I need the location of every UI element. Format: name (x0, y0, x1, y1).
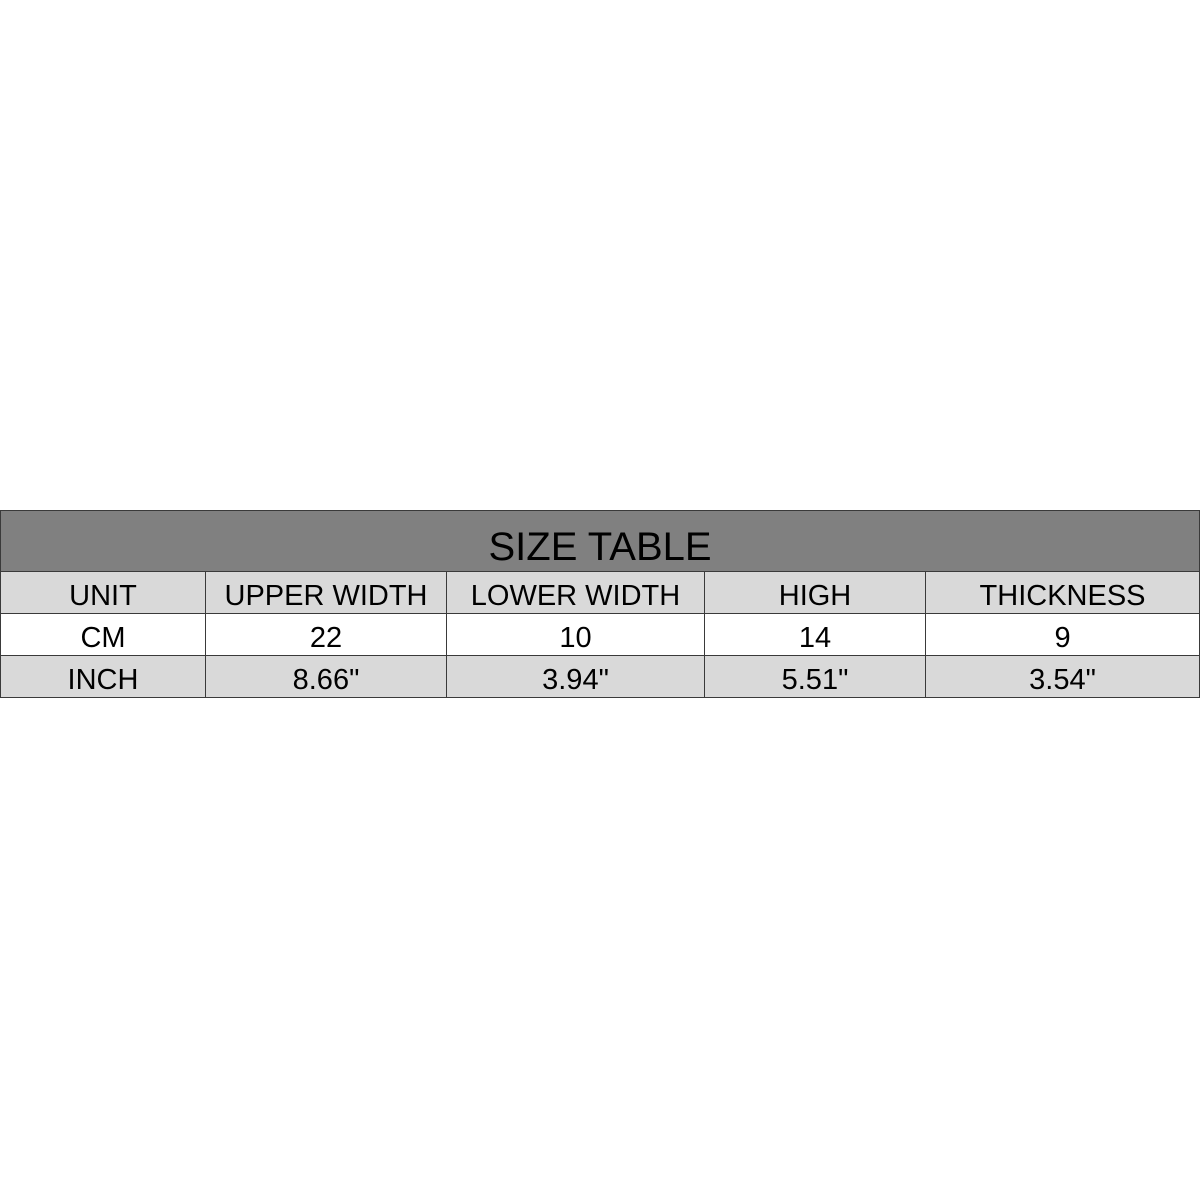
table-row-cm: CM 22 10 14 9 (0, 613, 1200, 656)
cell-high: 14 (704, 613, 926, 656)
cell-lower-width: 3.94" (446, 655, 705, 698)
header-row: UNIT UPPER WIDTH LOWER WIDTH HIGH THICKN… (0, 571, 1200, 614)
size-table: SIZE TABLE UNIT UPPER WIDTH LOWER WIDTH … (0, 510, 1200, 698)
header-unit: UNIT (0, 571, 206, 614)
cell-unit: INCH (0, 655, 206, 698)
cell-thickness: 9 (924, 613, 1200, 656)
table-title: SIZE TABLE (0, 510, 1200, 572)
cell-upper-width: 8.66" (205, 655, 447, 698)
cell-lower-width: 10 (446, 613, 705, 656)
header-lower-width: LOWER WIDTH (446, 571, 705, 614)
header-high: HIGH (704, 571, 926, 614)
cell-high: 5.51" (704, 655, 926, 698)
cell-unit: CM (0, 613, 206, 656)
table-row-inch: INCH 8.66" 3.94" 5.51" 3.54" (0, 655, 1200, 698)
cell-upper-width: 22 (205, 613, 447, 656)
header-upper-width: UPPER WIDTH (205, 571, 447, 614)
cell-thickness: 3.54" (924, 655, 1200, 698)
header-thickness: THICKNESS (924, 571, 1200, 614)
title-row: SIZE TABLE (0, 510, 1200, 572)
